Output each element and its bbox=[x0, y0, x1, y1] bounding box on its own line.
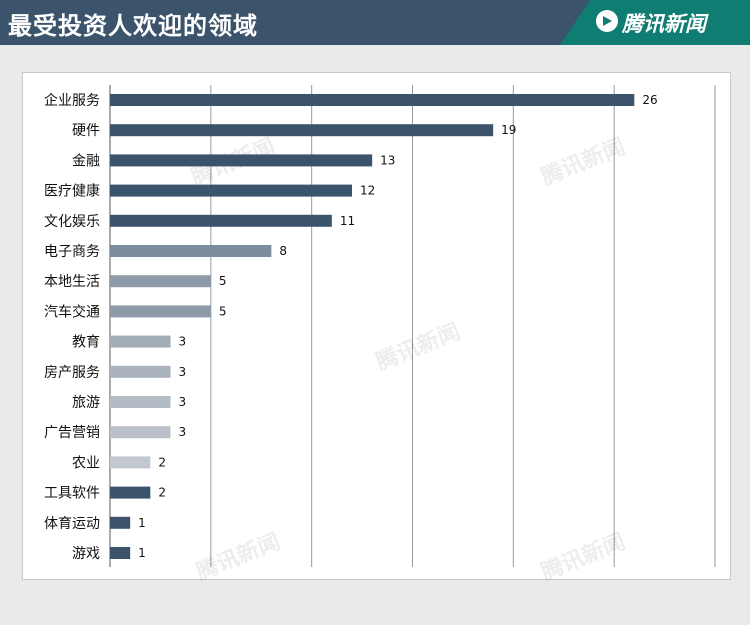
category-label: 农业 bbox=[72, 455, 100, 471]
bar bbox=[110, 335, 171, 348]
watermark-text: 腾讯新闻 bbox=[538, 133, 629, 190]
bar bbox=[110, 365, 171, 378]
category-label: 旅游 bbox=[72, 395, 100, 411]
bar bbox=[110, 396, 171, 408]
bar bbox=[110, 516, 131, 529]
bar bbox=[110, 456, 151, 469]
category-label: 工具软件 bbox=[44, 486, 100, 502]
value-label: 3 bbox=[179, 425, 187, 439]
bar bbox=[110, 305, 211, 318]
value-label: 12 bbox=[360, 184, 375, 198]
watermark-text: 腾讯新闻 bbox=[538, 528, 629, 585]
value-label: 13 bbox=[380, 153, 395, 167]
category-label: 电子商务 bbox=[44, 244, 100, 260]
value-label: 8 bbox=[279, 244, 287, 258]
value-label: 11 bbox=[340, 214, 355, 228]
value-label: 26 bbox=[642, 93, 657, 107]
bar bbox=[110, 486, 151, 499]
bar bbox=[110, 245, 272, 257]
value-label: 3 bbox=[179, 335, 187, 349]
value-label: 3 bbox=[179, 365, 187, 379]
header-bar: 最受投资人欢迎的领域 腾讯新闻 bbox=[0, 0, 750, 45]
category-label: 汽车交通 bbox=[44, 303, 100, 320]
play-icon bbox=[596, 10, 618, 32]
bars bbox=[110, 94, 635, 559]
value-label: 5 bbox=[219, 274, 227, 288]
value-label: 3 bbox=[179, 395, 187, 409]
logo-banner bbox=[560, 0, 750, 45]
bar bbox=[110, 214, 332, 227]
value-label: 19 bbox=[501, 123, 516, 137]
value-label: 2 bbox=[158, 455, 166, 469]
category-label: 广告营销 bbox=[44, 425, 100, 441]
bar bbox=[110, 275, 211, 288]
category-label: 房产服务 bbox=[44, 365, 100, 381]
category-label: 金融 bbox=[72, 153, 100, 169]
value-label: 1 bbox=[138, 546, 146, 560]
category-labels: 企业服务硬件金融医疗健康文化娱乐电子商务本地生活汽车交通教育房产服务旅游广告营销… bbox=[44, 92, 100, 562]
category-label: 文化娱乐 bbox=[44, 214, 100, 230]
bar bbox=[110, 94, 635, 106]
bar bbox=[110, 154, 373, 167]
watermark-text: 腾讯新闻 bbox=[373, 318, 464, 375]
category-label: 体育运动 bbox=[44, 516, 100, 532]
category-label: 企业服务 bbox=[44, 92, 100, 109]
logo-text: 腾讯新闻 bbox=[622, 12, 706, 36]
value-label: 1 bbox=[138, 516, 146, 530]
chart-title: 最受投资人欢迎的领域 bbox=[8, 12, 258, 40]
watermark-text: 腾讯新闻 bbox=[193, 528, 284, 585]
category-label: 硬件 bbox=[72, 123, 100, 139]
title-banner: 最受投资人欢迎的领域 bbox=[0, 0, 590, 45]
category-label: 游戏 bbox=[72, 546, 100, 562]
bar bbox=[110, 426, 171, 439]
bar bbox=[110, 124, 494, 137]
category-label: 医疗健康 bbox=[44, 183, 100, 200]
value-label: 2 bbox=[158, 486, 166, 500]
value-label: 5 bbox=[219, 304, 227, 318]
bar bbox=[110, 184, 352, 197]
bar bbox=[110, 547, 131, 559]
category-label: 本地生活 bbox=[44, 274, 100, 290]
category-label: 教育 bbox=[72, 335, 100, 351]
